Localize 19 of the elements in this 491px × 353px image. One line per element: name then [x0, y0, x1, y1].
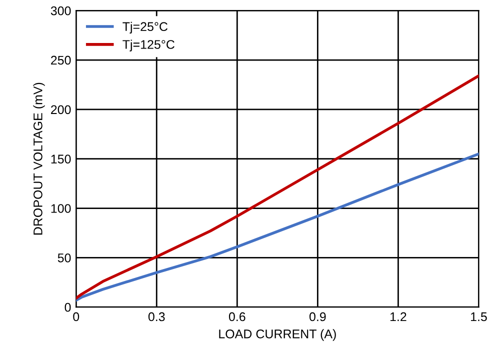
x-axis-title: LOAD CURRENT (A) — [219, 329, 336, 341]
y-tick-label: 300 — [50, 6, 71, 16]
y-tick-label: 0 — [64, 302, 71, 312]
x-tick-label: 0 — [73, 312, 80, 322]
legend-label: Tj=25°C — [122, 22, 168, 34]
x-tick-label: 1.5 — [470, 312, 487, 322]
legend-label: Tj=125°C — [122, 40, 174, 52]
x-tick-label: 0.3 — [148, 312, 165, 322]
line-series — [76, 152, 479, 302]
x-tick-label: 1.2 — [390, 312, 406, 322]
y-tick-label: 200 — [51, 105, 71, 114]
x-tick-label: 0.9 — [309, 312, 326, 322]
y-axis-title: DROPOUT VOLTAGE (mV) — [33, 82, 45, 235]
line-series — [76, 74, 479, 300]
y-tick-label: 50 — [58, 253, 71, 262]
y-tick-label: 150 — [51, 154, 71, 164]
x-tick-label: 0.6 — [228, 312, 246, 322]
y-tick-label: 100 — [51, 204, 71, 213]
y-tick-label: 250 — [51, 56, 71, 65]
